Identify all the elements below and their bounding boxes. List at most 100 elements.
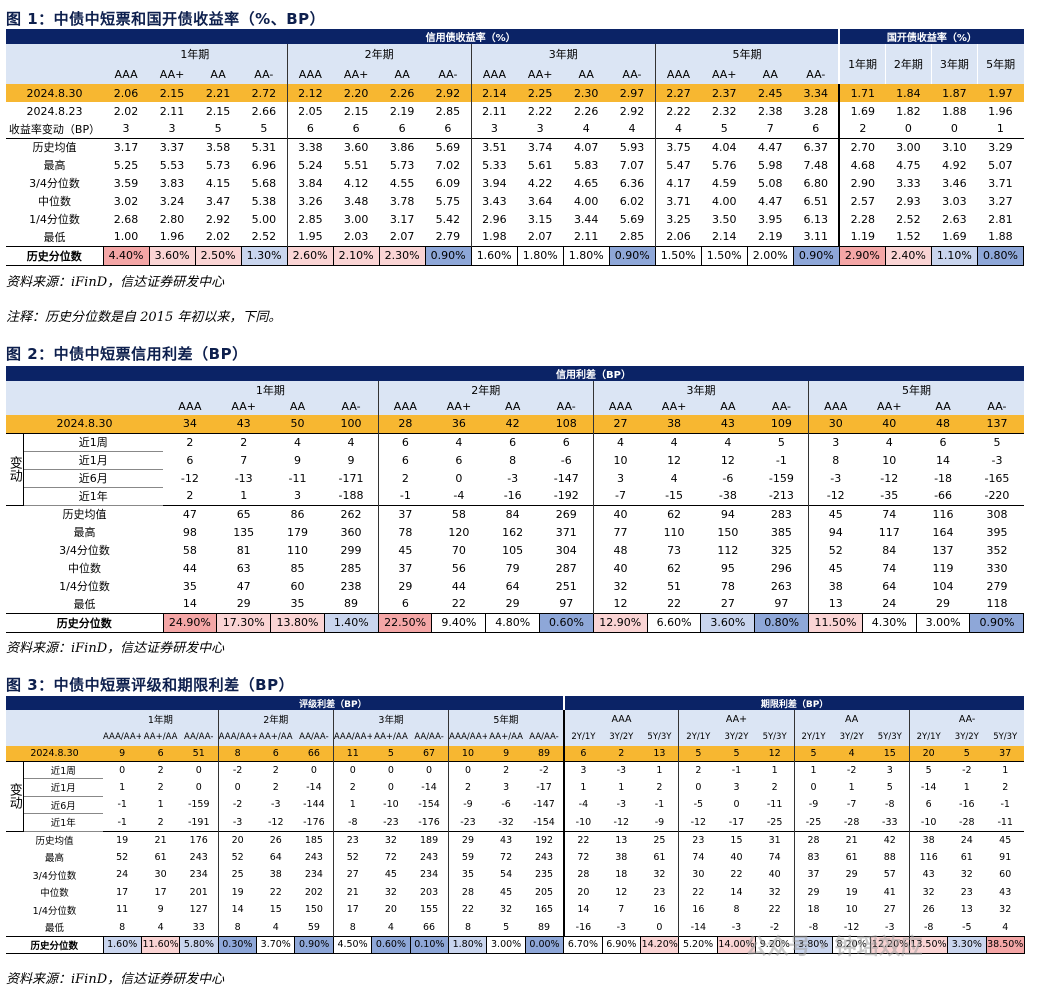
fig3-cell: 14 bbox=[217, 901, 257, 919]
fig3-term-rating-header: AAA bbox=[562, 710, 679, 728]
fig3-cell: -32 bbox=[498, 816, 514, 828]
fig2-cell: 108 bbox=[555, 417, 577, 431]
fig1-table: 信用债收益率（%） 国开债收益率（%） 1年期 2年期 3年期 5年期 1年期 2年期 3年… bbox=[6, 29, 1025, 266]
fig2-cell: 395 bbox=[986, 525, 1008, 539]
fig1-cell: 2.19 bbox=[389, 104, 415, 118]
fig1-cell: 1.87 bbox=[942, 86, 967, 100]
fig3-pair-header: 5Y/3Y bbox=[640, 728, 679, 746]
fig1-cell: 3.43 bbox=[470, 192, 518, 210]
fig3-cell: 7 bbox=[618, 904, 625, 916]
fig3-cell: 0 bbox=[793, 778, 833, 796]
fig2-cell: -220 bbox=[984, 489, 1010, 503]
fig3-cell: 243 bbox=[534, 851, 554, 863]
fig3-cell: 59 bbox=[448, 848, 487, 866]
fig2-pct-cell: 17.30% bbox=[216, 612, 272, 633]
fig2-row-label: 最低 bbox=[73, 597, 96, 611]
fig1-rating-header: AA+ bbox=[701, 64, 748, 84]
fig2-cell: 112 bbox=[717, 543, 739, 557]
fig1-cell: 2.25 bbox=[527, 86, 553, 100]
fig2-cell: 29 bbox=[236, 597, 251, 611]
fig3-cell: 11 bbox=[116, 904, 129, 916]
fig1-cell: 1.95 bbox=[286, 228, 334, 246]
fig1-cell: 5.69 bbox=[425, 137, 472, 156]
fig3-cell: 83 bbox=[793, 848, 833, 866]
fig3-cell: 8 bbox=[119, 921, 126, 933]
fig3-cell: -11 bbox=[997, 816, 1013, 828]
fig1-percentile-row: 历史分位数 4.40% 3.60% 2.50% 1.30% 2.60% 2.10% 2.30%… bbox=[6, 245, 1025, 266]
fig2-row-label: 3/4分位数 bbox=[59, 544, 110, 557]
fig3-group-rating: 评级利差（BP） bbox=[103, 696, 564, 710]
fig3-cell: -9 bbox=[448, 796, 487, 814]
fig3-cell: 22 bbox=[678, 883, 718, 901]
fig3-cell: 43 bbox=[999, 886, 1012, 898]
fig1-cell: 2.27 bbox=[654, 84, 702, 102]
fig3-pair-header: AA+/AA bbox=[256, 728, 295, 746]
fig2-cell: -171 bbox=[338, 471, 364, 485]
fig3-cell: -9 bbox=[654, 816, 665, 828]
fig2-pct-cell: 12.90% bbox=[592, 612, 648, 633]
fig2-cell: 8 bbox=[509, 453, 517, 467]
fig1-cell: 1.52 bbox=[896, 230, 921, 244]
fig1-term-header: 3年期 bbox=[470, 44, 656, 64]
fig3-cell: 23 bbox=[678, 830, 718, 849]
fig3-cell: 27 bbox=[332, 866, 372, 884]
fig1-cell: 3.29 bbox=[977, 137, 1024, 156]
fig2-cell: 2 bbox=[216, 432, 271, 451]
fig3-cell: 1 bbox=[986, 760, 1025, 779]
fig3-cell: 5 bbox=[963, 747, 970, 759]
fig3-cell: 3 bbox=[562, 760, 603, 779]
fig3-pair-header: 5Y/3Y bbox=[755, 728, 795, 746]
fig1-cell: 2.45 bbox=[758, 86, 783, 100]
fig1-rating-header: AA+ bbox=[517, 64, 564, 84]
fig3-cell: -2 bbox=[217, 760, 257, 779]
fig3-cell: 235 bbox=[534, 869, 554, 881]
fig2-cell: -188 bbox=[338, 489, 364, 503]
fig2-cell: 95 bbox=[720, 561, 735, 575]
fig3-cell: 72 bbox=[500, 851, 513, 863]
fig1-cell: 3.58 bbox=[195, 137, 242, 156]
fig3-cell: 14 bbox=[562, 901, 603, 919]
fig3-cell: 32 bbox=[999, 904, 1012, 916]
fig3-cell: 38 bbox=[908, 830, 948, 849]
fig1-cell: 4.22 bbox=[527, 176, 553, 190]
fig2-cell: 7 bbox=[240, 453, 248, 467]
fig3-row-label: 近1月 bbox=[23, 778, 103, 797]
fig1-cell: 4.55 bbox=[389, 176, 415, 190]
fig2-cell: -147 bbox=[553, 471, 579, 485]
fig3-cell: -1 bbox=[1000, 799, 1010, 811]
fig2-cell: 1 bbox=[240, 489, 248, 503]
fig3-cell: 23 bbox=[960, 886, 973, 898]
fig3-cell: 23 bbox=[653, 886, 666, 898]
fig3-cell: 17 bbox=[332, 901, 372, 919]
fig3-pair-header: 3Y/2Y bbox=[832, 728, 871, 746]
fig3-cell: 15 bbox=[717, 830, 756, 849]
fig3-stat-row: 中位数 17 17 201 19 22 202 21 32 203 28 45 205 20 12 23 22 1… bbox=[6, 883, 1024, 901]
fig1-cell: 2.02 bbox=[205, 230, 231, 244]
fig2-cell: -12 bbox=[180, 471, 199, 485]
fig3-cell: 29 bbox=[845, 869, 858, 881]
fig2-rating-header: AA- bbox=[324, 398, 379, 415]
fig3-stat-row: 最低 8 4 33 8 4 59 8 4 66 8 5 89 -16 -3 0 -14 -3 -2 -8 -12 -3 -8… bbox=[6, 918, 1024, 936]
fig1-cell: 2.85 bbox=[619, 230, 645, 244]
fig1-cell: 5 bbox=[260, 122, 268, 136]
fig1-pct-cell: 4.40% bbox=[102, 245, 150, 266]
fig1-row: 历史均值 3.17 3.37 3.58 5.31 3.38 3.60 3.86 5.69 3.51… bbox=[6, 137, 1024, 156]
fig1-rating-header: AA bbox=[195, 64, 242, 84]
fig1-cell: 0 bbox=[904, 122, 912, 136]
fig3-cell: 18 bbox=[615, 869, 628, 881]
fig3-pct-cell: 9.20% bbox=[755, 935, 795, 954]
fig2-cell: 325 bbox=[770, 543, 792, 557]
fig1-cell: 2.15 bbox=[343, 104, 369, 118]
fig3-pct-cell: 3.00% bbox=[486, 935, 526, 954]
fig2-cell: 48 bbox=[936, 417, 951, 431]
fig2-cell: 38 bbox=[667, 417, 682, 431]
fig3-cell: 40 bbox=[768, 869, 781, 881]
fig3-pct-cell: 0.90% bbox=[294, 935, 334, 954]
fig1-term-header: 1年期 bbox=[103, 44, 288, 64]
fig3-cell: 6 bbox=[272, 747, 279, 759]
fig2-row-label: 最高 bbox=[73, 526, 96, 539]
fig3-cell: 3 bbox=[870, 760, 910, 779]
fig1-cell: 3.48 bbox=[343, 194, 369, 208]
fig1-cell: 7 bbox=[766, 122, 774, 136]
fig3-cell: 1 bbox=[562, 778, 603, 796]
